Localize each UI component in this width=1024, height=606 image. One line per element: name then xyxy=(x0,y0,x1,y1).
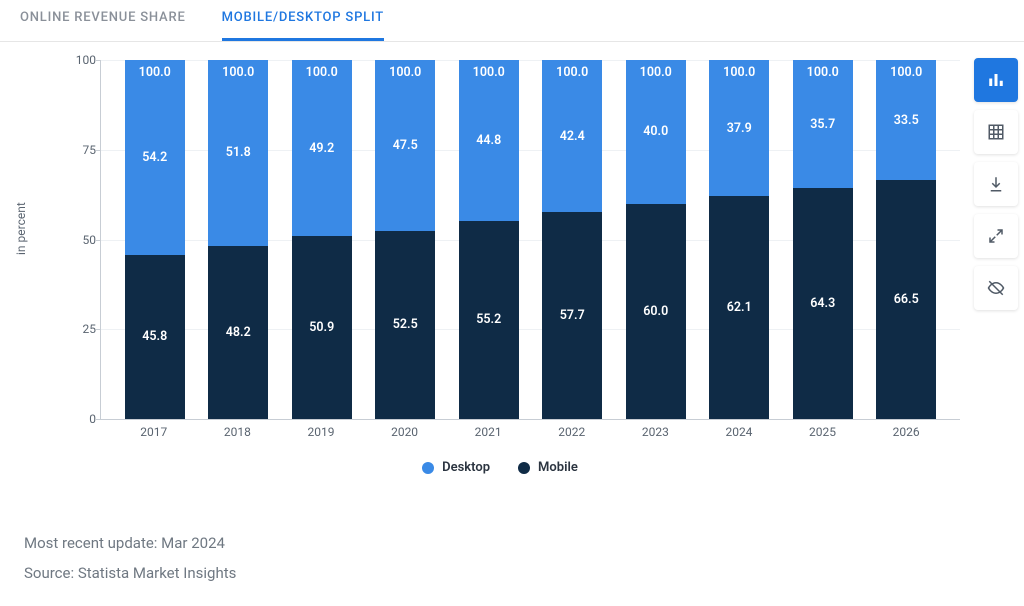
stacked-bar[interactable]: 42.4100.0 57.7 xyxy=(542,60,602,419)
update-text: Most recent update: Mar 2024 xyxy=(24,528,236,558)
bar-total-label: 100.0 xyxy=(292,65,352,80)
bar-slot: 33.5100.066.5 xyxy=(865,60,949,419)
bar-slot: 49.2100.0 50.9 xyxy=(280,60,364,419)
bar-slot: 42.4100.0 57.7 xyxy=(531,60,615,419)
bar-segment-mobile: 55.2 xyxy=(459,221,519,419)
x-tick: 2018 xyxy=(196,425,280,439)
tabs: ONLINE REVENUE SHARE MOBILE/DESKTOP SPLI… xyxy=(0,0,1024,42)
bar-total-label: 100.0 xyxy=(125,65,185,80)
x-axis: 2017201820192020202120222023202420252026 xyxy=(100,425,960,439)
tab-online-revenue-share[interactable]: ONLINE REVENUE SHARE xyxy=(20,10,186,41)
expand-icon[interactable] xyxy=(974,214,1018,258)
bar-segment-mobile: 60.0 xyxy=(626,204,686,419)
bar-segment-mobile: 62.1 xyxy=(709,196,769,419)
bar-segment-desktop: 42.4 xyxy=(542,60,602,212)
x-tick: 2023 xyxy=(614,425,698,439)
x-tick: 2026 xyxy=(864,425,948,439)
stacked-bar[interactable]: 37.9100.0 62.1 xyxy=(709,60,769,419)
x-tick: 2020 xyxy=(363,425,447,439)
y-tick: 100 xyxy=(66,53,96,67)
stacked-bar[interactable]: 49.2100.0 50.9 xyxy=(292,60,352,419)
download-icon[interactable] xyxy=(974,162,1018,206)
plot-area: 025507510054.2100.045.851.8100.048.249.2… xyxy=(100,60,960,420)
x-tick: 2021 xyxy=(446,425,530,439)
bar-segment-mobile: 64.3 xyxy=(793,188,853,419)
x-tick: 2024 xyxy=(697,425,781,439)
bar-total-label: 100.0 xyxy=(459,65,519,80)
stacked-bar[interactable]: 51.8100.0 48.2 xyxy=(208,60,268,419)
legend-item[interactable]: Desktop xyxy=(422,460,490,475)
bar-total-label: 100.0 xyxy=(208,65,268,80)
bar-segment-desktop: 49.2 xyxy=(292,60,352,236)
stacked-bar[interactable]: 47.5100.0 52.5 xyxy=(375,60,435,419)
bar-chart-icon[interactable] xyxy=(974,58,1018,102)
stacked-bar[interactable]: 40.0100.0 60.0 xyxy=(626,60,686,419)
bar-segment-mobile: 45.8 xyxy=(125,255,185,419)
bar-total-label: 100.0 xyxy=(542,65,602,80)
bar-slot: 47.5100.0 52.5 xyxy=(364,60,448,419)
chart: in percent 025507510054.2100.045.851.810… xyxy=(40,60,960,490)
legend-swatch xyxy=(518,462,530,474)
bar-segment-desktop: 37.9 xyxy=(709,60,769,196)
bar-slot: 37.9100.0 62.1 xyxy=(698,60,782,419)
bar-segment-mobile: 52.5 xyxy=(375,231,435,419)
bar-slot: 51.8100.0 48.2 xyxy=(197,60,281,419)
legend-item[interactable]: Mobile xyxy=(518,460,578,475)
bar-segment-mobile: 66.5 xyxy=(876,180,936,419)
bar-total-label: 100.0 xyxy=(793,65,853,80)
x-tick: 2019 xyxy=(279,425,363,439)
bar-total-label: 100.0 xyxy=(709,65,769,80)
y-axis-label: in percent xyxy=(14,202,28,255)
x-tick: 2025 xyxy=(781,425,865,439)
bar-segment-desktop: 51.8 xyxy=(208,60,268,246)
tab-mobile-desktop-split[interactable]: MOBILE/DESKTOP SPLIT xyxy=(222,10,384,41)
source-text: Source: Statista Market Insights xyxy=(24,558,236,588)
legend-label: Desktop xyxy=(442,460,490,475)
stacked-bar[interactable]: 35.7100.064.3 xyxy=(793,60,853,419)
bar-segment-mobile: 48.2 xyxy=(208,246,268,419)
y-tick: 75 xyxy=(66,143,96,157)
grid-icon[interactable] xyxy=(974,110,1018,154)
bar-segment-desktop: 40.0 xyxy=(626,60,686,204)
y-tick: 50 xyxy=(66,233,96,247)
x-tick: 2022 xyxy=(530,425,614,439)
bar-slot: 35.7100.064.3 xyxy=(781,60,865,419)
legend: Desktop Mobile xyxy=(40,460,960,475)
legend-label: Mobile xyxy=(538,460,578,475)
bar-segment-mobile: 57.7 xyxy=(542,212,602,419)
x-tick: 2017 xyxy=(112,425,196,439)
bar-segment-desktop: 47.5 xyxy=(375,60,435,231)
bar-total-label: 100.0 xyxy=(375,65,435,80)
y-tick: 0 xyxy=(66,412,96,426)
bar-slot: 54.2100.0 45.8 xyxy=(113,60,197,419)
stacked-bar[interactable]: 44.8100.0 55.2 xyxy=(459,60,519,419)
bar-total-label: 100.0 xyxy=(626,65,686,80)
bar-segment-desktop: 44.8 xyxy=(459,60,519,221)
bar-segment-mobile: 50.9 xyxy=(292,236,352,419)
stacked-bar[interactable]: 54.2100.0 45.8 xyxy=(125,60,185,419)
bar-total-label: 100.0 xyxy=(876,65,936,80)
chart-toolbar xyxy=(974,58,1022,310)
bar-slot: 44.8100.0 55.2 xyxy=(447,60,531,419)
bar-segment-desktop: 54.2 xyxy=(125,60,185,255)
legend-swatch xyxy=(422,462,434,474)
bar-slot: 40.0100.0 60.0 xyxy=(614,60,698,419)
hide-icon[interactable] xyxy=(974,266,1018,310)
stacked-bar[interactable]: 33.5100.066.5 xyxy=(876,60,936,419)
chart-footer: Most recent update: Mar 2024 Source: Sta… xyxy=(24,528,236,588)
y-tick: 25 xyxy=(66,322,96,336)
